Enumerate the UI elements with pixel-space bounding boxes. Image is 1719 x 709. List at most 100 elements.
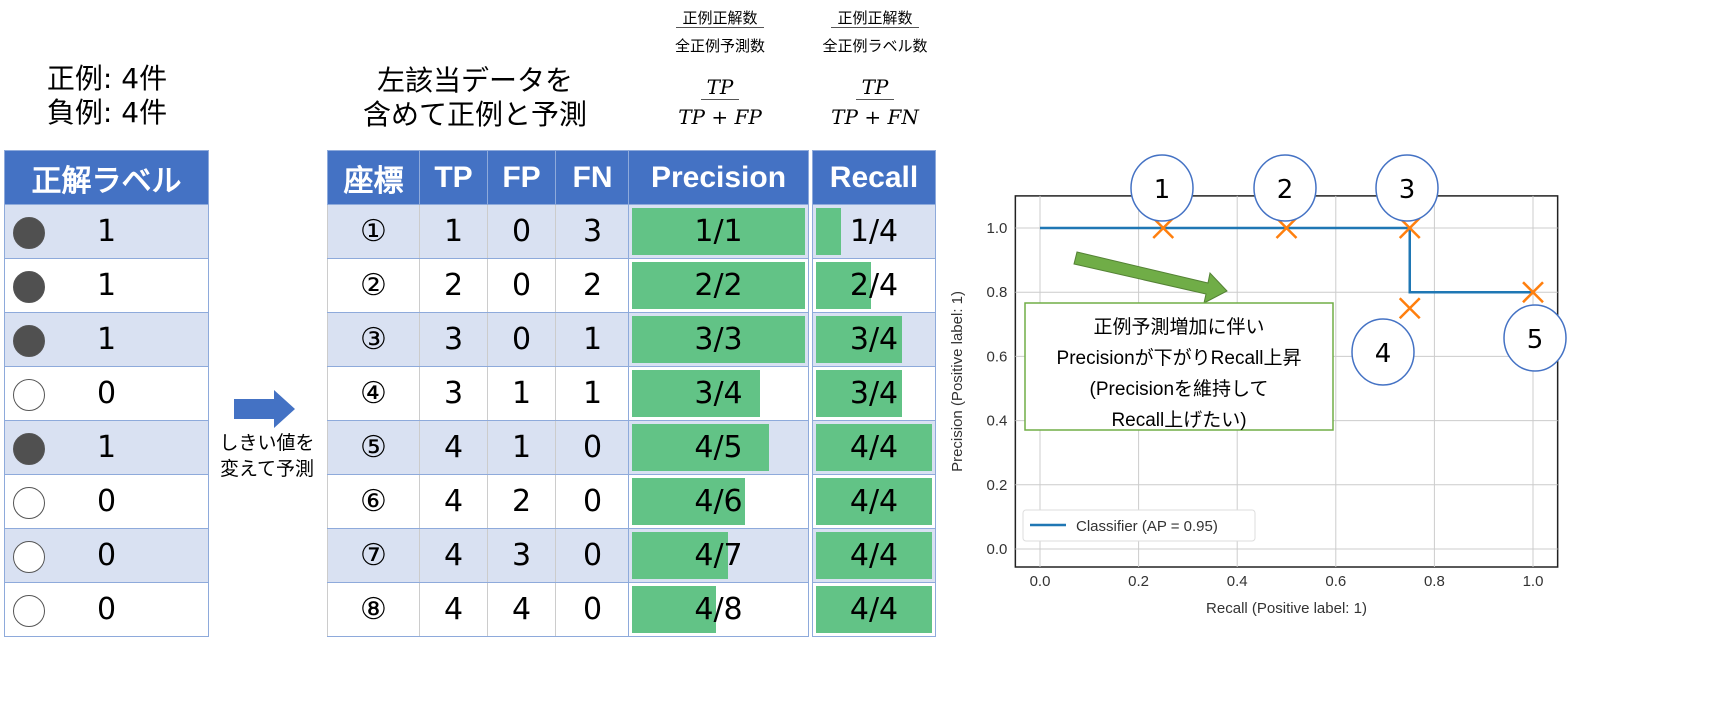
recall-cell: 1/4 <box>812 204 936 259</box>
table-row: 1/4 <box>812 204 936 259</box>
point-label: 5 <box>1527 325 1544 355</box>
y-axis-label: Precision (Positive label: 1) <box>949 291 966 472</box>
fraction-text: 4/4 <box>849 592 899 627</box>
value-bar <box>632 316 805 363</box>
empty-circle-icon <box>13 595 45 627</box>
table-row: 0 <box>4 366 209 421</box>
table-row: 0 <box>4 528 209 583</box>
point-callout <box>1375 154 1439 222</box>
recall-header: Recall <box>812 150 936 205</box>
label-table: 正解ラベル 1 1 1 0 1 0 0 0 <box>4 150 209 637</box>
threshold-caption-line2: 変えて予測 <box>219 458 315 480</box>
y-tick-label: 0.4 <box>986 413 1007 430</box>
formula-numerator: TP <box>700 75 740 100</box>
point-marker <box>1522 281 1544 304</box>
label-value: 0 <box>96 376 117 411</box>
fraction-text: 4/7 <box>694 538 743 573</box>
value-bar <box>816 478 932 525</box>
annotation-box <box>1024 302 1334 431</box>
formula-numerator: TP <box>855 75 895 100</box>
x-tick-label: 0.6 <box>1325 573 1346 590</box>
x-tick-label: 0.4 <box>1227 573 1248 590</box>
threshold-caption-line1: しきい値を <box>219 432 315 454</box>
fraction-text: 4/4 <box>849 430 899 465</box>
series-line <box>1040 226 1533 294</box>
middle-title: 左該当データを 含めて正例と予測 <box>330 64 620 132</box>
value-bar <box>816 586 932 633</box>
table-row: 4/4 <box>812 528 936 583</box>
label-cell: 0 <box>4 582 209 637</box>
value-bar <box>816 424 932 471</box>
count-cell: 2 <box>487 474 556 529</box>
annotation-text: Recall上げたい) <box>1111 409 1246 431</box>
recall-formula: 正例正解数 全正例ラベル数 TP TP + FN <box>800 4 950 132</box>
formula-jp-numerator: 正例正解数 <box>676 9 764 28</box>
value-bar <box>816 316 902 363</box>
precision-cell: 4/8 <box>628 582 809 637</box>
formula-jp-denominator: 全正例予測数 <box>674 37 765 55</box>
precision-cell: 3/3 <box>628 312 809 367</box>
recall-cell: 3/4 <box>812 366 936 421</box>
label-cell: 0 <box>4 528 209 583</box>
table-row: 0 <box>4 474 209 529</box>
table-row: 1 <box>4 420 209 475</box>
fraction-text: 4/8 <box>694 592 743 627</box>
count-cell: 0 <box>555 528 630 583</box>
recall-cell: 4/4 <box>812 420 936 475</box>
negative-count: 負例: 4件 <box>46 96 168 129</box>
recall-cell: 2/4 <box>812 258 936 313</box>
precision-cell: 4/5 <box>628 420 809 475</box>
label-header: 正解ラベル <box>4 150 209 205</box>
count-cell: 4 <box>419 528 488 583</box>
recall-cell: 4/4 <box>812 582 936 637</box>
formula-denominator: TP + FP <box>678 105 762 129</box>
fraction-text: 1/1 <box>694 214 743 249</box>
count-cell: 2 <box>555 258 630 313</box>
table-row: 4/6 <box>628 474 809 529</box>
point-label: 4 <box>1375 339 1392 369</box>
value-bar <box>632 424 770 471</box>
fraction-text: 4/4 <box>849 538 899 573</box>
count-cell: 0 <box>487 204 556 259</box>
class-summary: 正例: 4件 負例: 4件 <box>0 62 214 130</box>
x-axis-label: Recall (Positive label: 1) <box>1206 600 1367 617</box>
recall-cell: 4/4 <box>812 528 936 583</box>
table-row: 3/4 <box>812 366 936 421</box>
count-cell: 0 <box>487 312 556 367</box>
precision-cell: 3/4 <box>628 366 809 421</box>
recall-cell: 4/4 <box>812 474 936 529</box>
point-callout <box>1351 318 1415 386</box>
positive-count: 正例: 4件 <box>46 62 168 95</box>
fraction-text: 3/3 <box>694 322 743 357</box>
precision-cell: 4/7 <box>628 528 809 583</box>
count-header: FP <box>487 150 556 205</box>
count-cell: 2 <box>419 258 488 313</box>
y-tick-label: 0.0 <box>986 541 1007 558</box>
recall-table: Recall 1/4 2/4 3/4 3/4 4/4 4/4 4/4 4/4 <box>812 150 936 637</box>
value-bar <box>632 370 761 417</box>
formula-jp-denominator: 全正例ラベル数 <box>822 37 928 55</box>
label-value: 1 <box>96 268 117 303</box>
point-label: 1 <box>1154 175 1171 205</box>
filled-circle-icon <box>13 217 45 249</box>
fraction-text: 2/4 <box>849 268 899 303</box>
filled-circle-icon <box>13 433 45 465</box>
count-cell: 3 <box>555 204 630 259</box>
count-cell: ⑧ <box>327 582 420 637</box>
fraction-text: 3/4 <box>849 376 899 411</box>
count-cell: 4 <box>487 582 556 637</box>
middle-title-line2: 含めて正例と予測 <box>362 98 587 131</box>
recall-cell: 3/4 <box>812 312 936 367</box>
point-callout <box>1253 154 1317 222</box>
label-value: 1 <box>96 322 117 357</box>
x-tick-label: 0.0 <box>1030 573 1051 590</box>
count-header: 座標 <box>327 150 420 205</box>
fraction-text: 3/4 <box>849 322 899 357</box>
value-bar <box>816 532 932 579</box>
